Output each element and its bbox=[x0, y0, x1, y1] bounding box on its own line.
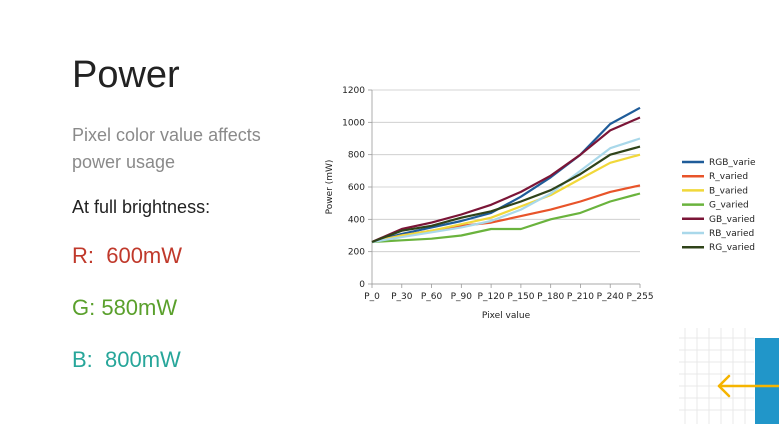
stat-red-power: R: 600mW bbox=[72, 243, 183, 268]
slide-title: Power bbox=[72, 54, 180, 96]
power-chart-svg: 0 200 400 600 800 1000 1200 P_0 P_30 P_60 P_90 P_12… bbox=[325, 86, 756, 321]
x-axis-title: Pixel value bbox=[482, 311, 531, 321]
series-line-rg-varied bbox=[371, 145, 641, 244]
series-line-b-varied bbox=[371, 153, 641, 244]
legend-label: G_varied bbox=[709, 201, 749, 211]
x-tick-label: P_0 bbox=[364, 292, 380, 302]
series-line-rgb-varied bbox=[371, 106, 641, 244]
y-tick-label: 1200 bbox=[342, 86, 365, 96]
blue-accent-bar bbox=[755, 338, 779, 424]
legend-label: RB_varied bbox=[709, 229, 754, 239]
y-tick-label: 0 bbox=[359, 280, 365, 290]
x-tick-label: P_180 bbox=[537, 292, 564, 302]
x-tick-label: P_90 bbox=[451, 292, 473, 302]
legend-label: RGB_varied bbox=[709, 158, 756, 168]
legend-label: GB_varied bbox=[709, 215, 755, 225]
legend-label: R_varied bbox=[709, 172, 748, 182]
x-tick-label: P_30 bbox=[391, 292, 413, 302]
x-tick-label: P_210 bbox=[567, 292, 594, 302]
series-line-g-varied bbox=[371, 192, 641, 244]
legend-label: RG_varied bbox=[709, 243, 755, 253]
arrow-left-icon bbox=[717, 374, 779, 398]
stat-blue-power: B: 800mW bbox=[72, 347, 181, 372]
corner-grid bbox=[679, 328, 754, 424]
y-tick-label: 800 bbox=[348, 151, 365, 161]
x-tick-label: P_150 bbox=[507, 292, 534, 302]
series-line-rb-varied bbox=[371, 137, 641, 244]
y-axis-title: Power (mW) bbox=[325, 160, 335, 215]
stat-green-power: G: 580mW bbox=[72, 295, 178, 320]
x-tick-label: P_255 bbox=[626, 292, 653, 302]
slide-subtitle: Pixel color value affects power usage bbox=[72, 125, 261, 172]
y-tick-label: 400 bbox=[348, 215, 365, 225]
power-chart: 0 200 400 600 800 1000 1200 P_0 P_30 P_60 P_90 P_12… bbox=[316, 80, 756, 325]
x-tick-label: P_240 bbox=[597, 292, 624, 302]
x-tick-label: P_120 bbox=[478, 292, 505, 302]
brightness-heading: At full brightness: bbox=[72, 197, 211, 217]
x-tick-label: P_60 bbox=[421, 292, 443, 302]
y-tick-label: 1000 bbox=[342, 118, 365, 128]
legend-label: B_varied bbox=[709, 186, 748, 196]
series-line-gb-varied bbox=[371, 116, 641, 244]
y-tick-label: 600 bbox=[348, 183, 365, 193]
y-tick-label: 200 bbox=[348, 248, 365, 258]
corner-decoration bbox=[679, 328, 779, 424]
